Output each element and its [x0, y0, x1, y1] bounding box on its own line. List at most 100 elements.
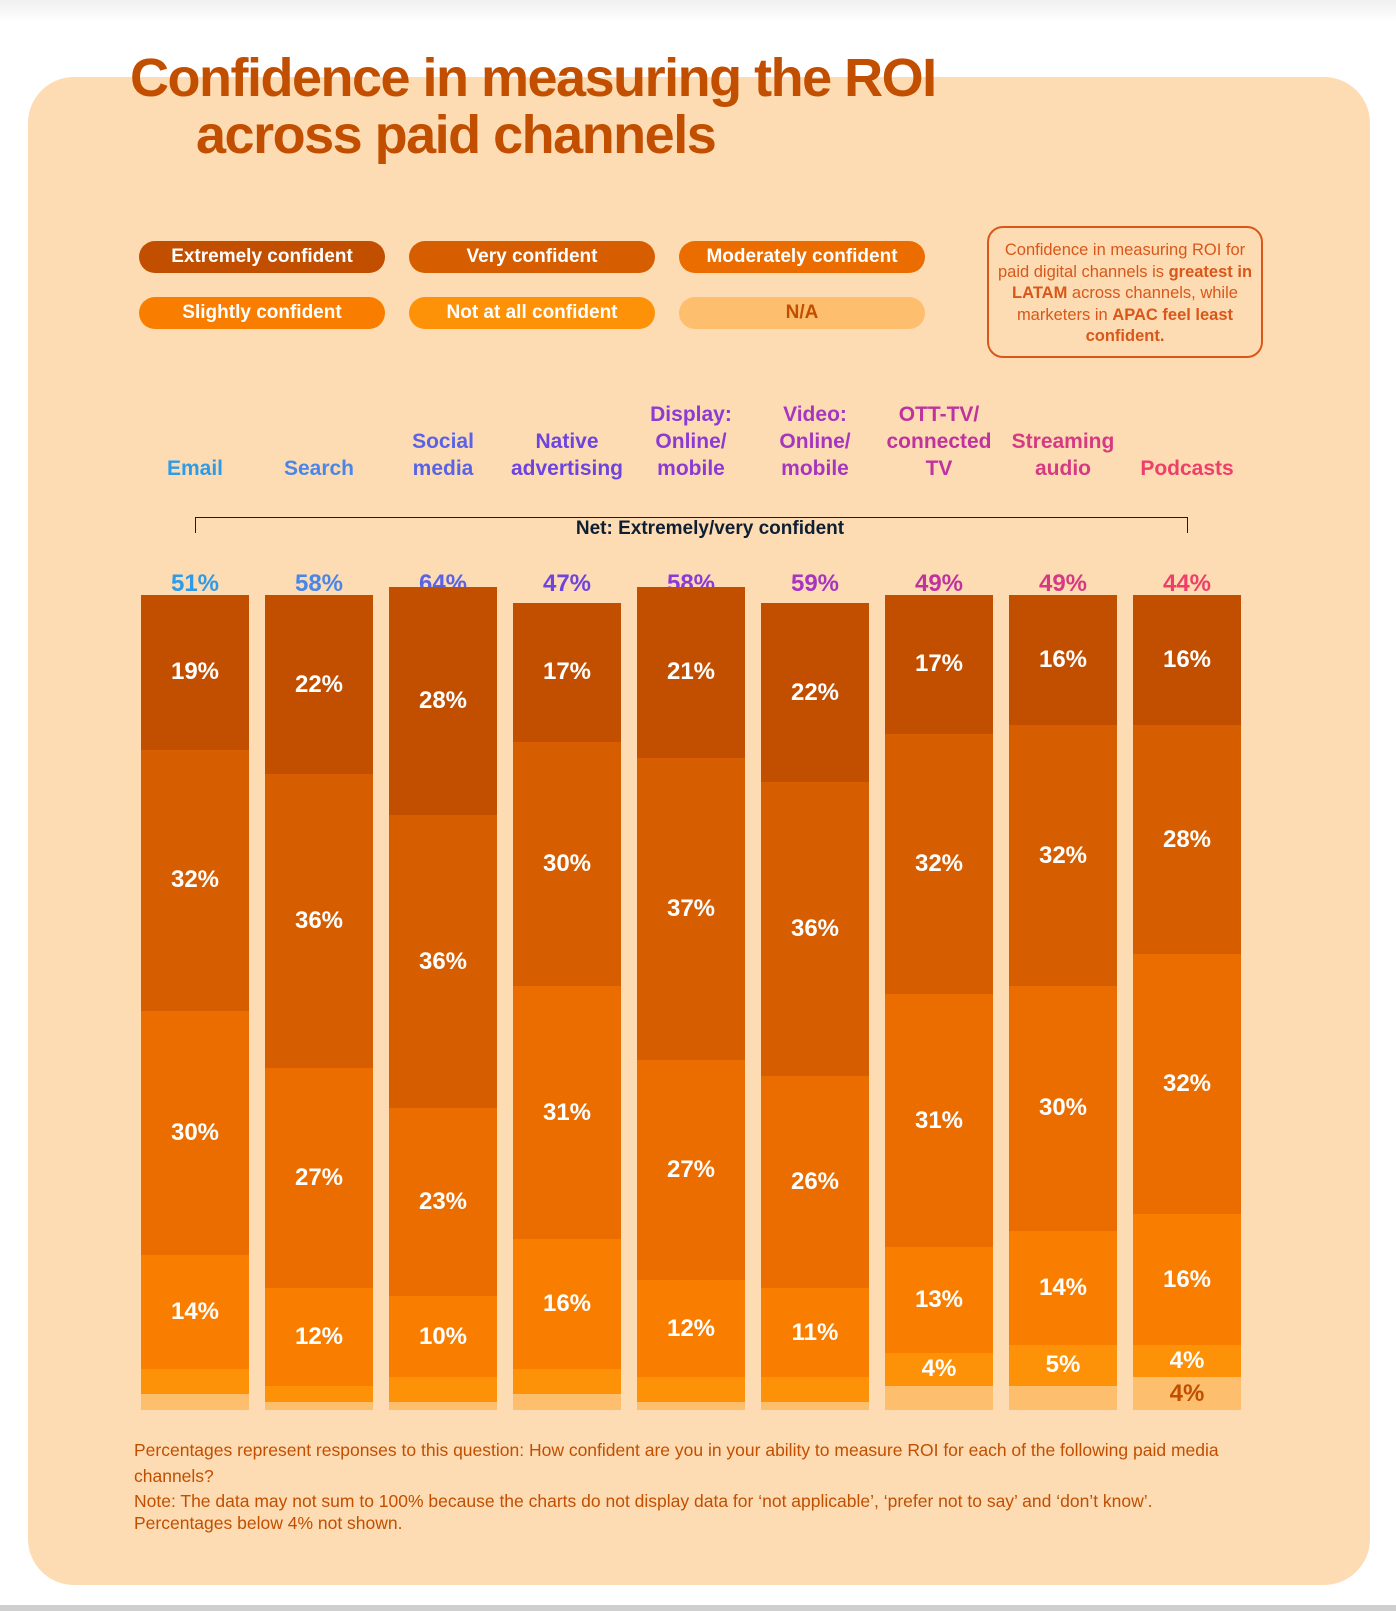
bar-label-video-online-mobile-extremely-confident: 22% — [790, 678, 840, 706]
bar-label-display-online-mobile-moderately-confident: 27% — [666, 1155, 716, 1183]
legend-item-slightly-confident: Slightly confident — [139, 297, 385, 329]
net-bracket-line — [195, 517, 1188, 518]
bar-segment-email-extremely-confident — [141, 595, 249, 750]
bar-label-search-very-confident: 36% — [294, 907, 344, 934]
bar-segment-display-online-mobile-extremely-confident — [637, 586, 745, 758]
legend-item-not-at-all-confident: Not at all confident — [409, 297, 655, 329]
bar-label-search-extremely-confident: 22% — [294, 670, 344, 698]
legend-item-moderately-confident: Moderately confident — [679, 241, 925, 273]
bar-segment-podcasts-n-a — [1133, 1377, 1241, 1410]
bar-segment-video-online-mobile-n-a — [761, 1401, 869, 1410]
category-label-line: Streaming — [1011, 430, 1115, 453]
bar-segment-display-online-mobile-n-a — [637, 1401, 745, 1410]
bar-segment-ott-tv-connected-tv-very-confident — [885, 733, 993, 995]
bar-label-ott-tv-connected-tv-moderately-confident: 31% — [914, 1106, 964, 1134]
bar-label-ott-tv-connected-tv-not-at-all-confident: 4% — [921, 1355, 957, 1383]
category-label-line: Online/ — [779, 430, 851, 453]
category-label-social-media: Social media — [378, 428, 508, 482]
bar-label-streaming-audio-very-confident: 32% — [1038, 841, 1088, 869]
bar-label-social-media-slightly-confident: 10% — [418, 1322, 468, 1350]
bar-label-native-advertising-very-confident: 30% — [542, 849, 592, 877]
bar-segment-ott-tv-connected-tv-slightly-confident — [885, 1247, 993, 1353]
category-label-display-online-mobile: Display: Online/mobile — [626, 401, 756, 482]
bar-segment-email-moderately-confident — [141, 1010, 249, 1256]
category-label-line: Email — [166, 457, 224, 480]
category-label-line: mobile — [657, 457, 725, 480]
bar-segment-search-extremely-confident — [265, 595, 373, 775]
category-label-line: mobile — [781, 457, 849, 480]
bar-segment-video-online-mobile-slightly-confident — [761, 1287, 869, 1378]
category-label-video-online-mobile: Video: Online/mobile — [750, 401, 880, 482]
bar-label-podcasts-very-confident: 28% — [1162, 825, 1212, 853]
bar-segment-social-media-not-at-all-confident — [389, 1377, 497, 1402]
bar-segment-search-moderately-confident — [265, 1067, 373, 1288]
insight-callout: Confidence in measuring ROI for paid dig… — [987, 226, 1263, 358]
bar-segment-ott-tv-connected-tv-not-at-all-confident — [885, 1352, 993, 1386]
bar-label-email-extremely-confident: 19% — [170, 658, 220, 686]
bar-label-podcasts-moderately-confident: 32% — [1162, 1070, 1212, 1097]
bar-segment-podcasts-slightly-confident — [1133, 1214, 1241, 1345]
bar-label-ott-tv-connected-tv-very-confident: 32% — [914, 849, 964, 877]
bar-segment-streaming-audio-not-at-all-confident — [1009, 1344, 1117, 1386]
bar-label-social-media-extremely-confident: 28% — [418, 686, 468, 714]
bar-segment-display-online-mobile-slightly-confident — [637, 1279, 745, 1378]
bar-label-social-media-moderately-confident: 23% — [418, 1188, 468, 1216]
net-bracket-right-tick — [1187, 517, 1188, 533]
bar-segment-social-media-extremely-confident — [389, 586, 497, 816]
bar-segment-display-online-mobile-moderately-confident — [637, 1059, 745, 1280]
bar-segment-native-advertising-extremely-confident — [513, 603, 621, 742]
net-value-video-online-mobile: 59% — [790, 570, 840, 597]
bar-segment-ott-tv-connected-tv-extremely-confident — [885, 595, 993, 734]
net-label: Net: Extremely/very confident — [540, 518, 880, 540]
bar-segment-native-advertising-very-confident — [513, 741, 621, 987]
callout-text-1: Confidence in measuring ROI for paid dig… — [997, 241, 1246, 281]
bar-label-search-moderately-confident: 27% — [294, 1163, 344, 1191]
bar-segment-social-media-moderately-confident — [389, 1108, 497, 1296]
bar-segment-display-online-mobile-very-confident — [637, 758, 745, 1060]
bar-segment-social-media-slightly-confident — [389, 1295, 497, 1378]
bar-label-email-moderately-confident: 30% — [170, 1118, 220, 1146]
bar-label-social-media-very-confident: 36% — [418, 947, 468, 975]
bar-segment-native-advertising-n-a — [513, 1393, 621, 1410]
bar-label-video-online-mobile-moderately-confident: 26% — [790, 1167, 840, 1195]
category-label-podcasts: Podcasts — [1122, 455, 1252, 482]
net-value-email: 51% — [170, 570, 220, 597]
callout-bold-1: greatest in LATAM — [1012, 262, 1253, 303]
window-bottom-edge — [0, 1605, 1396, 1611]
bar-label-native-advertising-moderately-confident: 31% — [542, 1098, 592, 1126]
bar-label-streaming-audio-slightly-confident: 14% — [1038, 1273, 1088, 1301]
bar-segment-native-advertising-moderately-confident — [513, 986, 621, 1239]
category-label-line: Video: — [783, 403, 847, 426]
bar-segment-podcasts-very-confident — [1133, 725, 1241, 954]
callout-text-2: across channels, while marketers in — [1016, 284, 1238, 324]
category-label-line: Native — [535, 430, 599, 453]
bar-label-video-online-mobile-very-confident: 36% — [790, 915, 840, 943]
bar-label-display-online-mobile-extremely-confident: 21% — [666, 658, 716, 686]
bar-label-podcasts-slightly-confident: 16% — [1162, 1265, 1212, 1293]
bar-segment-email-not-at-all-confident — [141, 1369, 249, 1394]
bar-segment-video-online-mobile-moderately-confident — [761, 1075, 869, 1288]
legend-item-very-confident: Very confident — [409, 241, 655, 273]
net-value-native-advertising: 47% — [542, 570, 592, 597]
bar-label-podcasts-extremely-confident: 16% — [1162, 646, 1212, 674]
bar-segment-email-slightly-confident — [141, 1255, 249, 1370]
bar-segment-search-very-confident — [265, 774, 373, 1068]
bar-label-streaming-audio-extremely-confident: 16% — [1038, 646, 1088, 674]
category-label-line: audio — [1035, 457, 1091, 480]
net-value-ott-tv-connected-tv: 49% — [914, 570, 964, 597]
bar-segment-podcasts-moderately-confident — [1133, 953, 1241, 1215]
category-label-line: TV — [925, 457, 953, 480]
bar-segment-search-not-at-all-confident — [265, 1385, 373, 1402]
category-label-ott-tv-connected-tv: OTT-TV/connected TV — [874, 401, 1004, 482]
bar-segment-podcasts-extremely-confident — [1133, 595, 1241, 726]
footnote-question: Percentages represent responses to this … — [134, 1440, 1219, 1486]
bar-segment-streaming-audio-very-confident — [1009, 725, 1117, 987]
window-top-edge — [0, 0, 1396, 22]
chart-title-line-1: Confidence in measuring the ROI — [130, 48, 937, 108]
category-label-line: Online/ — [655, 430, 727, 453]
bar-label-native-advertising-extremely-confident: 17% — [542, 658, 592, 686]
callout-bold-2: APAC feel least confident. — [1085, 305, 1234, 346]
chart-title-line-2: across paid channels — [196, 105, 717, 165]
bar-label-streaming-audio-moderately-confident: 30% — [1038, 1094, 1088, 1122]
bar-label-ott-tv-connected-tv-slightly-confident: 13% — [914, 1285, 964, 1313]
